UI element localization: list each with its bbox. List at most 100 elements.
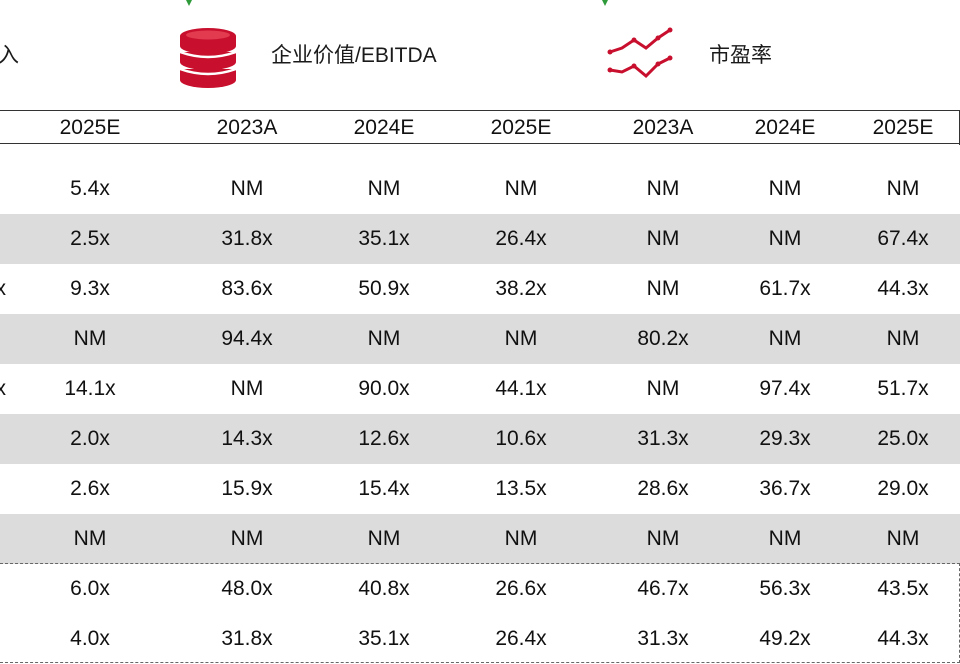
table-cell: NM — [768, 177, 802, 200]
table-cell: NM — [646, 527, 680, 550]
table-cell: 61.7x — [759, 277, 811, 300]
table-cell: 44.3x — [877, 277, 929, 300]
table-cell: 44.3x — [877, 627, 929, 650]
table-cell: NM — [886, 177, 920, 200]
summary-box-border — [0, 563, 960, 564]
table-cell: NM — [646, 177, 680, 200]
table-cell: NM — [230, 177, 264, 200]
coin-stack-icon — [176, 26, 240, 97]
year-cell: 2024E — [754, 116, 816, 139]
table-cell: 28.6x — [637, 477, 689, 500]
selection-marker — [602, 0, 608, 6]
table-cell: 9.3x — [70, 277, 110, 300]
table-cell: 31.8x — [221, 627, 273, 650]
table-row: 5.4x NM NM NM NM NM NM — [0, 164, 960, 214]
table-cell: 31.3x — [637, 427, 689, 450]
table-cell: 94.4x — [221, 327, 273, 350]
table-cell: 26.4x — [495, 627, 547, 650]
line-chart-icon — [606, 26, 678, 87]
table-row: 6.0x 48.0x 40.8x 26.6x 46.7x 56.3x 43.5x — [0, 564, 960, 614]
year-cell: 2025E — [872, 116, 934, 139]
year-cell: 2023A — [216, 116, 278, 139]
table-cell: 2.6x — [70, 477, 110, 500]
table-cell: 26.6x — [495, 577, 547, 600]
table-row: 2.5x 31.8x 35.1x 26.4x NM NM 67.4x — [0, 214, 960, 264]
table-cell: NM — [646, 277, 680, 300]
ev-ebitda-header-label: 企业价值/EBITDA — [271, 44, 437, 67]
table-cell: 35.1x — [358, 627, 410, 650]
table-cell: x — [0, 377, 6, 400]
table-cell: 56.3x — [759, 577, 811, 600]
table-row: NM NM NM NM NM NM NM — [0, 514, 960, 564]
table-cell: NM — [230, 527, 264, 550]
table-cell: NM — [768, 327, 802, 350]
table-cell: 50.9x — [358, 277, 410, 300]
summary-box-border — [0, 662, 960, 663]
table-row: 2.0x 14.3x 12.6x 10.6x 31.3x 29.3x 25.0x — [0, 414, 960, 464]
table-cell: 14.3x — [221, 427, 273, 450]
table-cell: 29.0x — [877, 477, 929, 500]
year-cell: 2025E — [59, 116, 121, 139]
table-cell: 51.7x — [877, 377, 929, 400]
table-cell: 2.5x — [70, 227, 110, 250]
year-cell: 2024E — [353, 116, 415, 139]
table-cell: NM — [230, 377, 264, 400]
table-cell: NM — [886, 327, 920, 350]
table-cell: 6.0x — [70, 577, 110, 600]
table-cell: 10.6x — [495, 427, 547, 450]
table-cell: 14.1x — [64, 377, 116, 400]
table-cell: 2.0x — [70, 427, 110, 450]
table-cell: 46.7x — [637, 577, 689, 600]
table-cell: NM — [504, 177, 538, 200]
table-cell: 80.2x — [637, 327, 689, 350]
selection-marker — [186, 0, 192, 6]
year-cell: E — [0, 111, 15, 145]
table-cell: NM — [367, 527, 401, 550]
year-cell: 2023A — [632, 116, 694, 139]
table-cell: 15.9x — [221, 477, 273, 500]
table-cell: x — [0, 277, 6, 300]
table-cell: NM — [646, 227, 680, 250]
table-cell: 26.4x — [495, 227, 547, 250]
table-cell: NM — [504, 527, 538, 550]
table-cell: 12.6x — [358, 427, 410, 450]
table-cell: 44.1x — [495, 377, 547, 400]
table-cell: 49.2x — [759, 627, 811, 650]
table-cell: 35.1x — [358, 227, 410, 250]
table-row: NM 94.4x NM NM 80.2x NM NM — [0, 314, 960, 364]
table-cell: 31.8x — [221, 227, 273, 250]
table-cell: 13.5x — [495, 477, 547, 500]
table-cell: 29.3x — [759, 427, 811, 450]
year-header-row: E 2025E 2023A 2024E 2025E 2023A 2024E 20… — [0, 110, 960, 145]
table-cell: 5.4x — [70, 177, 110, 200]
table-cell: NM — [768, 527, 802, 550]
table-cell: 83.6x — [221, 277, 273, 300]
pe-header-label: 市盈率 — [709, 44, 772, 67]
table-row: 2.6x 15.9x 15.4x 13.5x 28.6x 36.7x 29.0x — [0, 464, 960, 514]
table-cell: NM — [367, 327, 401, 350]
table-row: x 14.1x NM 90.0x 44.1x NM 97.4x 51.7x — [0, 364, 960, 414]
year-cell: 2025E — [490, 116, 552, 139]
table-cell: 97.4x — [759, 377, 811, 400]
table-row: 4.0x 31.8x 35.1x 26.4x 31.3x 49.2x 44.3x — [0, 614, 960, 664]
table-cell: NM — [367, 177, 401, 200]
table-cell: 15.4x — [358, 477, 410, 500]
table-cell: 48.0x — [221, 577, 273, 600]
table-cell: 90.0x — [358, 377, 410, 400]
table-cell: 36.7x — [759, 477, 811, 500]
table-cell: 38.2x — [495, 277, 547, 300]
table-cell: 4.0x — [70, 627, 110, 650]
table-row: x 9.3x 83.6x 50.9x 38.2x NM 61.7x 44.3x — [0, 264, 960, 314]
table-cell: NM — [73, 527, 107, 550]
table-cell: 31.3x — [637, 627, 689, 650]
table-cell: NM — [504, 327, 538, 350]
table-cell: 67.4x — [877, 227, 929, 250]
table-cell: NM — [646, 377, 680, 400]
table-cell: NM — [73, 327, 107, 350]
table-cell: NM — [886, 527, 920, 550]
table-cell: NM — [768, 227, 802, 250]
table-cell: 43.5x — [877, 577, 929, 600]
table-cell: 40.8x — [358, 577, 410, 600]
revenue-header-label: 入 — [0, 44, 19, 67]
table-cell: 25.0x — [877, 427, 929, 450]
